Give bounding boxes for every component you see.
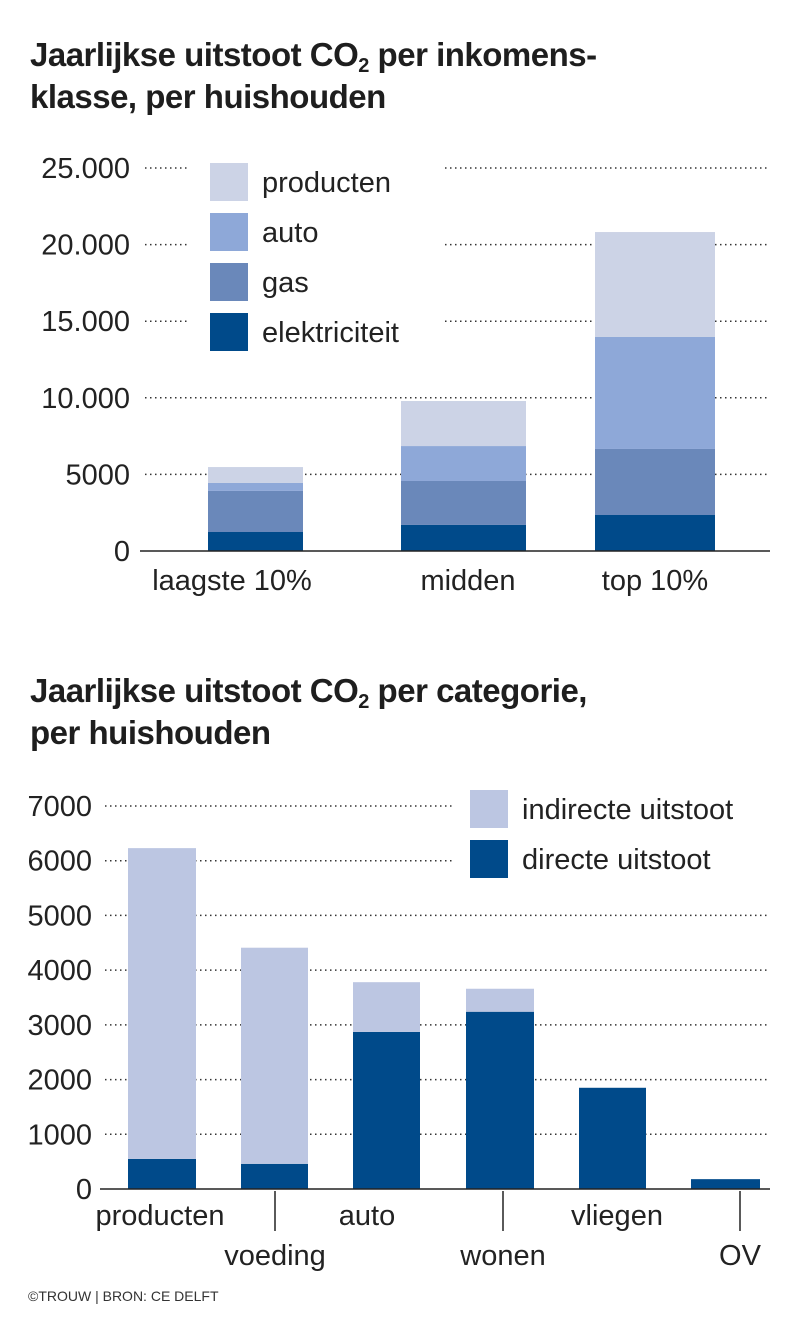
y-tick-label: 15.000 [41,306,130,338]
title-text: Jaarlijkse uitstoot CO [30,672,359,709]
chart1-title: Jaarlijkse uitstoot CO2 per inkomens- kl… [30,34,597,118]
x-tick-label: laagste 10% [152,565,312,597]
title-text: per categorie, [368,672,588,709]
y-tick-label: 10.000 [41,383,130,415]
title-subscript: 2 [358,55,369,77]
title-text: Jaarlijkse uitstoot CO [30,36,359,73]
x-tick-label: OV [719,1240,762,1272]
bar-gas-1 [401,480,526,525]
bar-auto-0 [208,482,303,491]
legend-label: indirecte uitstoot [522,794,733,826]
legend-swatch [210,163,248,201]
y-tick-label: 5000 [65,459,130,491]
x-tick-label: auto [339,1200,395,1232]
legend-label: elektriciteit [262,317,399,349]
legend-swatch [470,790,508,828]
title-subscript: 2 [358,691,369,713]
bar-directe-uitstoot-3 [466,1011,534,1189]
legend-label: auto [262,217,318,249]
x-tick-label: top 10% [602,565,708,597]
legend-swatch [210,313,248,351]
x-tick-label: midden [420,565,515,597]
x-tick-label: voeding [224,1240,326,1272]
bar-indirecte-uitstoot-1 [241,947,308,1164]
y-tick-label: 3000 [27,1010,92,1042]
bar-indirecte-uitstoot-2 [353,982,420,1032]
y-tick-label: 7000 [27,791,92,823]
y-tick-label: 20.000 [41,230,130,262]
y-tick-label: 5000 [27,900,92,932]
legend-background [455,780,785,885]
title-text: per huishouden [30,714,271,751]
bar-directe-uitstoot-5 [691,1179,760,1189]
title-text: per inkomens- [368,36,598,73]
bar-producten-2 [595,232,715,337]
bar-gas-2 [595,448,715,515]
bar-elektriciteit-0 [208,532,303,551]
bar-directe-uitstoot-1 [241,1163,308,1189]
y-tick-label: 6000 [27,846,92,878]
y-tick-label: 0 [114,536,130,568]
bar-indirecte-uitstoot-0 [128,848,196,1159]
bar-auto-1 [401,446,526,481]
bar-directe-uitstoot-4 [579,1087,646,1189]
legend-label: gas [262,267,309,299]
bar-elektriciteit-1 [401,524,526,551]
legend-label: producten [262,167,391,199]
bar-directe-uitstoot-0 [128,1158,196,1189]
y-tick-label: 2000 [27,1065,92,1097]
y-tick-label: 25.000 [41,153,130,185]
bar-auto-2 [595,336,715,449]
bar-producten-0 [208,467,303,483]
footer-credit: ©TROUW | BRON: CE DELFT [28,1288,219,1304]
y-tick-label: 0 [76,1174,92,1206]
legend-label: directe uitstoot [522,844,711,876]
x-tick-label: wonen [459,1240,545,1272]
x-tick-label: producten [96,1200,225,1232]
x-tick-label: vliegen [571,1200,663,1232]
y-tick-label: 1000 [27,1119,92,1151]
legend-swatch [210,213,248,251]
bar-producten-1 [401,401,526,447]
bar-elektriciteit-2 [595,514,715,551]
y-tick-label: 4000 [27,955,92,987]
bar-gas-0 [208,490,303,533]
legend-swatch [210,263,248,301]
chart2-title: Jaarlijkse uitstoot CO2 per categorie, p… [30,670,587,754]
legend-swatch [470,840,508,878]
bar-directe-uitstoot-2 [353,1031,420,1189]
bar-indirecte-uitstoot-3 [466,988,534,1012]
title-text: klasse, per huishouden [30,78,386,115]
